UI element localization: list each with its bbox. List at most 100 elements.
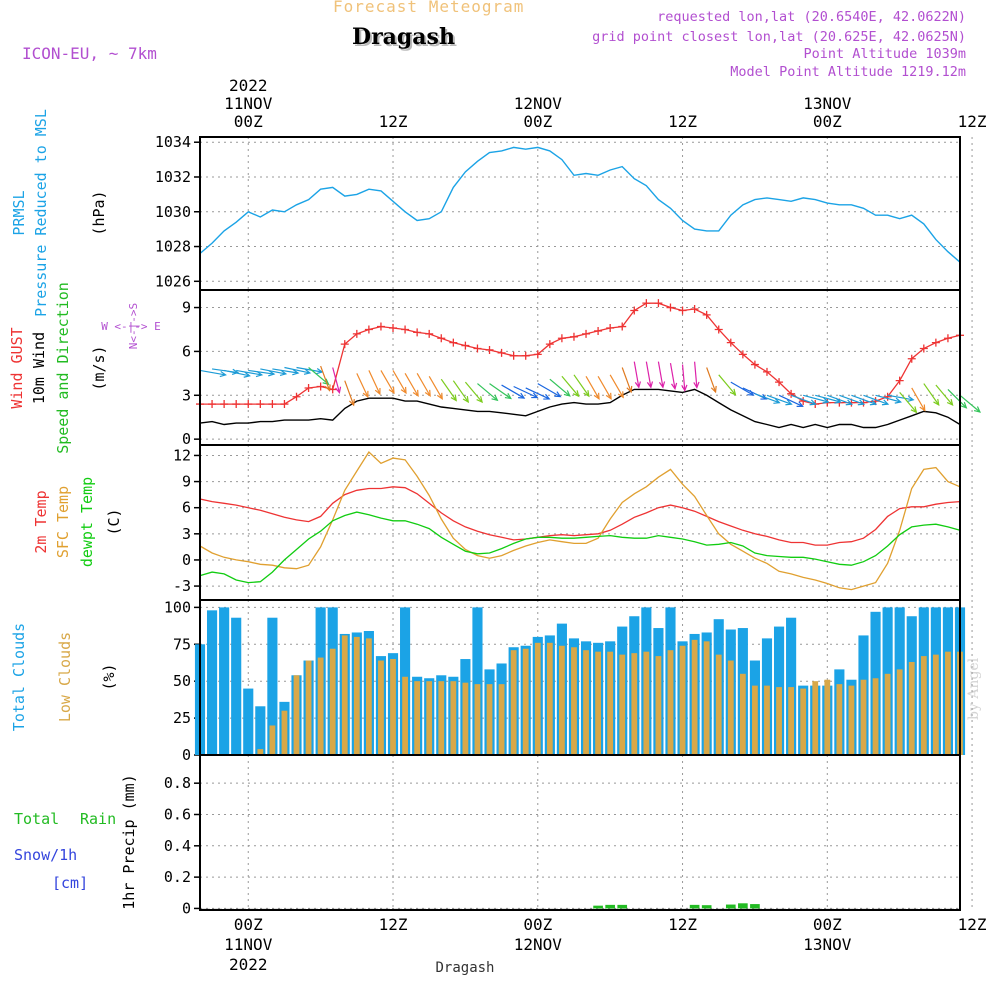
gust-marker — [497, 348, 506, 357]
wind-direction-arrow — [923, 383, 940, 406]
wind-direction-arrowhead — [881, 399, 890, 406]
low-cloud-bar — [788, 687, 795, 755]
gust-marker — [401, 325, 410, 334]
wind-direction-arrow — [851, 394, 877, 405]
total-cloud-bar — [267, 617, 278, 755]
wind-direction-arrowhead — [348, 399, 355, 407]
wind-direction-arrow — [320, 365, 331, 391]
wind-direction-arrowhead — [583, 390, 590, 398]
low-cloud-bar — [776, 687, 782, 755]
low-cloud-bar — [353, 636, 360, 755]
wind-direction-arrowhead — [219, 370, 227, 378]
gust-marker — [461, 341, 470, 350]
wind-direction-arrow — [356, 373, 369, 398]
precip-bar — [605, 904, 615, 909]
gust-marker — [280, 400, 289, 409]
top-time-label: 13NOV — [803, 94, 852, 113]
total-cloud-bar — [206, 610, 218, 755]
gust-marker — [630, 306, 639, 315]
y-tick-label: 12 — [173, 446, 191, 464]
precip-bar — [689, 904, 700, 909]
wind-direction-arrowhead — [424, 389, 431, 398]
sfc-temp-line — [199, 450, 961, 591]
wind-direction-arrowhead — [809, 399, 817, 406]
low-cloud-bar — [824, 679, 831, 755]
low-cloud-bar — [571, 647, 577, 755]
temp-unit-label: (C) — [105, 508, 123, 535]
wind-direction-arrow — [645, 361, 652, 388]
wind-direction-arrow — [887, 394, 914, 401]
wind-direction-arrow — [452, 380, 469, 403]
wind-direction-arrow — [501, 384, 525, 399]
wind-direction-arrow — [585, 375, 600, 400]
wind-direction-arrowhead — [316, 368, 324, 375]
panel-frame-precip — [199, 754, 961, 911]
bottom-time-label: 00Z — [523, 915, 552, 934]
wind-direction-arrow — [537, 383, 561, 398]
low-cloud-bar — [896, 669, 903, 755]
wind-direction-arrowhead — [554, 391, 562, 398]
gust-marker — [268, 400, 277, 409]
wind-direction-arrowhead — [518, 392, 526, 399]
wind-direction-arrow — [657, 361, 664, 388]
wind-direction-arrowhead — [946, 399, 954, 407]
wind-direction-arrowhead — [960, 401, 968, 409]
wind-direction-arrowhead — [857, 399, 866, 406]
low-cloud-bar — [739, 673, 746, 755]
requested-coordinates: requested lon,lat (20.6540E, 42.0622N) — [657, 9, 966, 25]
wind-direction-arrow — [609, 374, 624, 398]
wind-direction-arrowhead — [324, 384, 331, 392]
wind-gust-label: Wind GUST — [8, 327, 26, 408]
pressure-line — [199, 146, 961, 263]
gust-marker — [702, 310, 711, 319]
wind-direction-arrowhead — [869, 399, 878, 406]
y-tick-label: 6 — [182, 342, 191, 360]
wind-direction-arrow — [199, 369, 226, 376]
y-tick-label: 75 — [173, 635, 191, 653]
gust-marker — [232, 400, 241, 409]
pressure-unit-label: (hPa) — [90, 190, 108, 235]
precip-bar — [738, 903, 748, 909]
low-cloud-bar — [486, 684, 493, 755]
top-time-label: 12NOV — [514, 94, 563, 113]
low-cloud-bar — [414, 681, 421, 755]
wind-direction-arrowhead — [646, 381, 654, 389]
bottom-time-label: 13NOV — [803, 935, 852, 954]
wind-direction-arrow — [633, 361, 640, 388]
wind-direction-arrow — [815, 394, 841, 403]
wind-direction-arrowhead — [322, 378, 330, 386]
wind-direction-arrowhead — [563, 390, 571, 397]
gust-marker — [569, 332, 578, 341]
low-cloud-bar — [281, 710, 288, 755]
panel-frame-pressure — [199, 136, 961, 291]
low-cloud-bar — [510, 650, 517, 755]
wind-direction-arrowhead — [504, 392, 512, 400]
y-tick-label: 0 — [182, 551, 191, 569]
wind-direction-arrowhead — [231, 368, 240, 375]
y-tick-label: 100 — [164, 598, 191, 616]
wind-direction-arrow — [416, 373, 431, 397]
gust-marker — [220, 400, 229, 409]
wind-direction-arrowhead — [362, 390, 369, 399]
wind-direction-arrowhead — [268, 370, 276, 377]
wind-direction-arrow — [308, 367, 329, 385]
wind-direction-arrowhead — [335, 386, 342, 394]
top-time-label: 00Z — [234, 112, 263, 131]
gust-marker — [389, 324, 398, 333]
gust-marker — [895, 376, 904, 385]
wind-direction-arrowhead — [605, 392, 612, 400]
gust-marker — [340, 340, 349, 349]
low-cloud-bar — [932, 654, 939, 755]
bottom-time-label: 11NOV — [224, 935, 273, 954]
wind-direction-arrow — [839, 394, 865, 405]
y-tick-label: 0.8 — [164, 774, 191, 792]
low-cloud-bar — [365, 638, 372, 755]
wind-direction-arrow — [899, 391, 917, 413]
panel-frame-temperature — [199, 444, 961, 601]
top-time-label: 12Z — [958, 112, 987, 131]
wind-direction-arrowhead — [785, 399, 793, 406]
y-tick-label: 1032 — [155, 168, 191, 186]
low-cloud-bar — [727, 660, 734, 755]
dewpt-temp-label: dewpt Temp — [78, 477, 96, 567]
